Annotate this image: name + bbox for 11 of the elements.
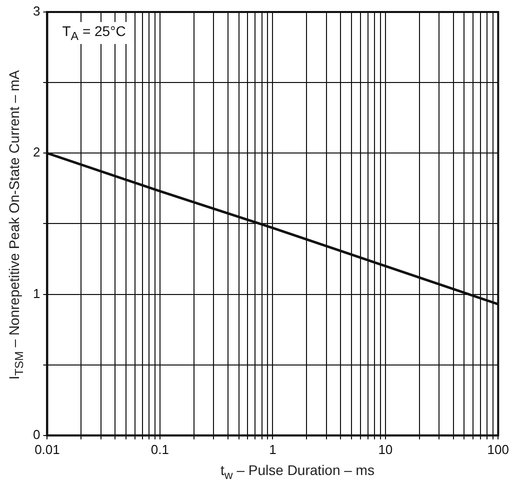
x-axis-title: t$_{w}$ – Pulse Duration – ms bbox=[220, 462, 376, 482]
x-tick-label: 0.1 bbox=[150, 442, 169, 457]
x-tick-label: 10 bbox=[378, 442, 393, 457]
y-tick-label: 0 bbox=[32, 426, 40, 442]
x-tick-label: 0.01 bbox=[34, 442, 60, 457]
y-tick-label: 2 bbox=[32, 144, 40, 160]
x-tick-label: 1 bbox=[269, 442, 276, 457]
y-tick-label: 1 bbox=[32, 286, 40, 301]
x-tick-label: 100 bbox=[487, 442, 510, 457]
y-tick-label: 3 bbox=[32, 4, 40, 19]
annotation: T$_{A}$ = 25°C bbox=[59, 22, 129, 44]
